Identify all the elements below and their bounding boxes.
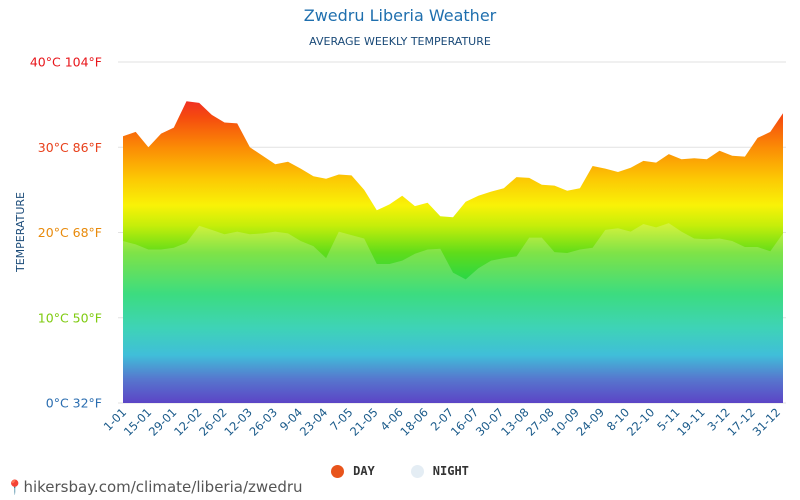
x-tick-label: 15-01 [121, 405, 155, 439]
x-tick-label: 19-11 [674, 405, 708, 439]
y-tick-label: 20°C 68°F [38, 225, 102, 240]
x-tick-label: 29-01 [146, 405, 180, 439]
legend-night-label: NIGHT [432, 464, 469, 478]
chart-legend: DAY NIGHT [0, 461, 800, 481]
x-tick-label: 16-07 [448, 405, 482, 439]
y-tick-label: 0°C 32°F [46, 396, 102, 411]
location-pin-icon: 📍 [6, 480, 24, 496]
y-tick-label: 30°C 86°F [38, 140, 102, 155]
x-tick-label: 18-06 [397, 405, 431, 439]
x-tick-label: 31-12 [750, 405, 784, 439]
x-tick-label: 17-12 [724, 405, 758, 439]
y-axis-title: TEMPERATURE [14, 192, 27, 273]
x-tick-label: 22-10 [624, 405, 658, 439]
x-tick-label: 10-09 [548, 405, 582, 439]
x-tick-label: 12-02 [171, 405, 205, 439]
source-link[interactable]: 📍hikersbay.com/climate/liberia/zwedru [6, 478, 303, 496]
x-tick-label: 21-05 [347, 405, 381, 439]
chart-subtitle: AVERAGE WEEKLY TEMPERATURE [309, 35, 491, 48]
night-temperature-overlay [123, 223, 783, 403]
day-legend-dot-icon [331, 464, 345, 478]
x-tick-label: 27-08 [523, 405, 557, 439]
legend-day-label: DAY [353, 464, 375, 478]
legend-item-day[interactable]: DAY [331, 464, 375, 478]
x-tick-label: 26-02 [196, 405, 230, 439]
x-tick-label: 23-04 [297, 405, 331, 439]
legend-item-night[interactable]: NIGHT [410, 464, 469, 478]
x-tick-label: 12-03 [221, 405, 255, 439]
x-axis-labels: 1-0115-0129-0112-0226-0212-0326-039-0423… [101, 405, 783, 439]
day-temperature-area [123, 101, 783, 403]
y-axis-labels: 40°C 104°F 30°C 86°F 20°C 68°F 10°C 50°F 0°C… [30, 55, 102, 411]
chart-title: Zwedru Liberia Weather [303, 6, 497, 25]
y-tick-label: 10°C 50°F [38, 310, 102, 325]
x-tick-label: 13-08 [498, 405, 532, 439]
source-text: hikersbay.com/climate/liberia/zwedru [23, 478, 303, 496]
x-tick-label: 30-07 [473, 405, 507, 439]
x-tick-label: 24-09 [573, 405, 607, 439]
y-tick-label: 40°C 104°F [30, 55, 102, 70]
x-tick-label: 26-03 [246, 405, 280, 439]
night-legend-dot-icon [410, 464, 424, 478]
